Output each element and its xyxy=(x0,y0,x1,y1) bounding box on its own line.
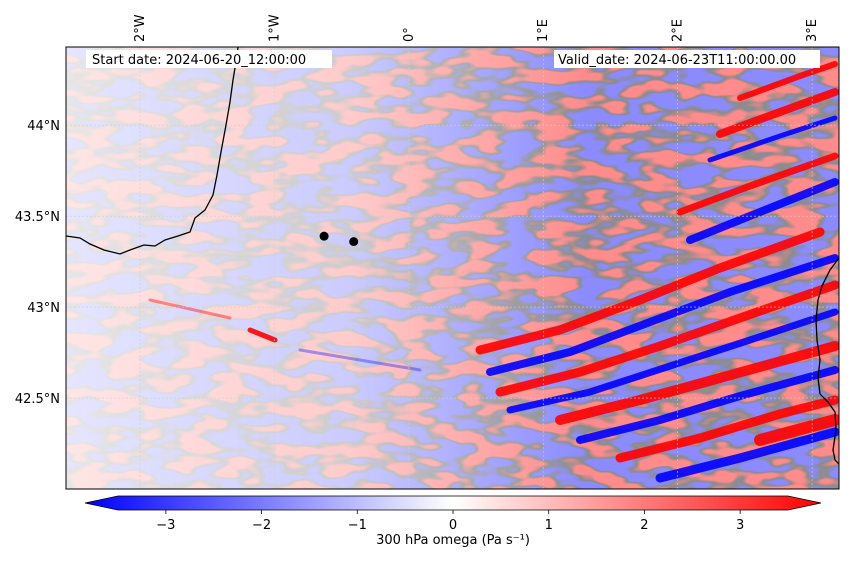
colorbar-label: 300 hPa omega (Pa s⁻¹) xyxy=(376,533,530,548)
start-date-label: Start date: 2024-06-20_12:00:00 xyxy=(92,53,306,68)
start-label-bg xyxy=(86,50,332,68)
colorbar-tick-label: 0 xyxy=(449,518,457,533)
colorbar-tick-label: −3 xyxy=(156,518,175,533)
lon-tick-label: 2°W xyxy=(133,14,148,42)
colorbar-ticks: −3 −2 −1 0 1 2 3 xyxy=(156,510,744,533)
colorbar-tick-label: 3 xyxy=(736,518,744,533)
map-panel xyxy=(66,47,839,489)
lat-tick-label: 44°N xyxy=(27,119,60,134)
latitude-tick-labels: 44°N 43.5°N 43°N 42.5°N xyxy=(15,119,60,407)
colorbar-tick-label: 2 xyxy=(640,518,648,533)
lat-tick-label: 43°N xyxy=(27,301,60,316)
omega-wave-bands xyxy=(148,61,839,483)
lat-tick-label: 43.5°N xyxy=(15,210,60,225)
lon-tick-label: 3°E xyxy=(805,19,820,42)
longitude-tick-labels: 2°W 1°W 0° 1°E 2°E 3°E xyxy=(133,14,820,42)
map-point-station-2 xyxy=(349,237,359,247)
colorbar-tick-label: 1 xyxy=(545,518,553,533)
coastline xyxy=(66,47,839,465)
valid-label-bg xyxy=(554,50,820,68)
graticule xyxy=(66,47,839,489)
map-point-station-1 xyxy=(319,231,329,241)
map-frame xyxy=(65,46,840,490)
lon-tick-label: 1°E xyxy=(536,19,551,42)
colorbar-body xyxy=(84,495,822,511)
valid-date-label: Valid_date: 2024-06-23T11:00:00.00 xyxy=(558,53,796,68)
omega-field-fade xyxy=(66,47,586,489)
lon-tick-label: 1°W xyxy=(267,14,282,42)
colorbar-tick-label: −1 xyxy=(348,518,367,533)
lat-tick-label: 42.5°N xyxy=(15,392,60,407)
lon-tick-label: 0° xyxy=(402,27,417,42)
points-layer xyxy=(319,231,359,247)
colorbar-tick-label: −2 xyxy=(252,518,271,533)
colorbar: −3 −2 −1 0 1 2 3 300 hPa omega (Pa s⁻¹) xyxy=(84,495,822,548)
lon-tick-label: 2°E xyxy=(671,19,686,42)
